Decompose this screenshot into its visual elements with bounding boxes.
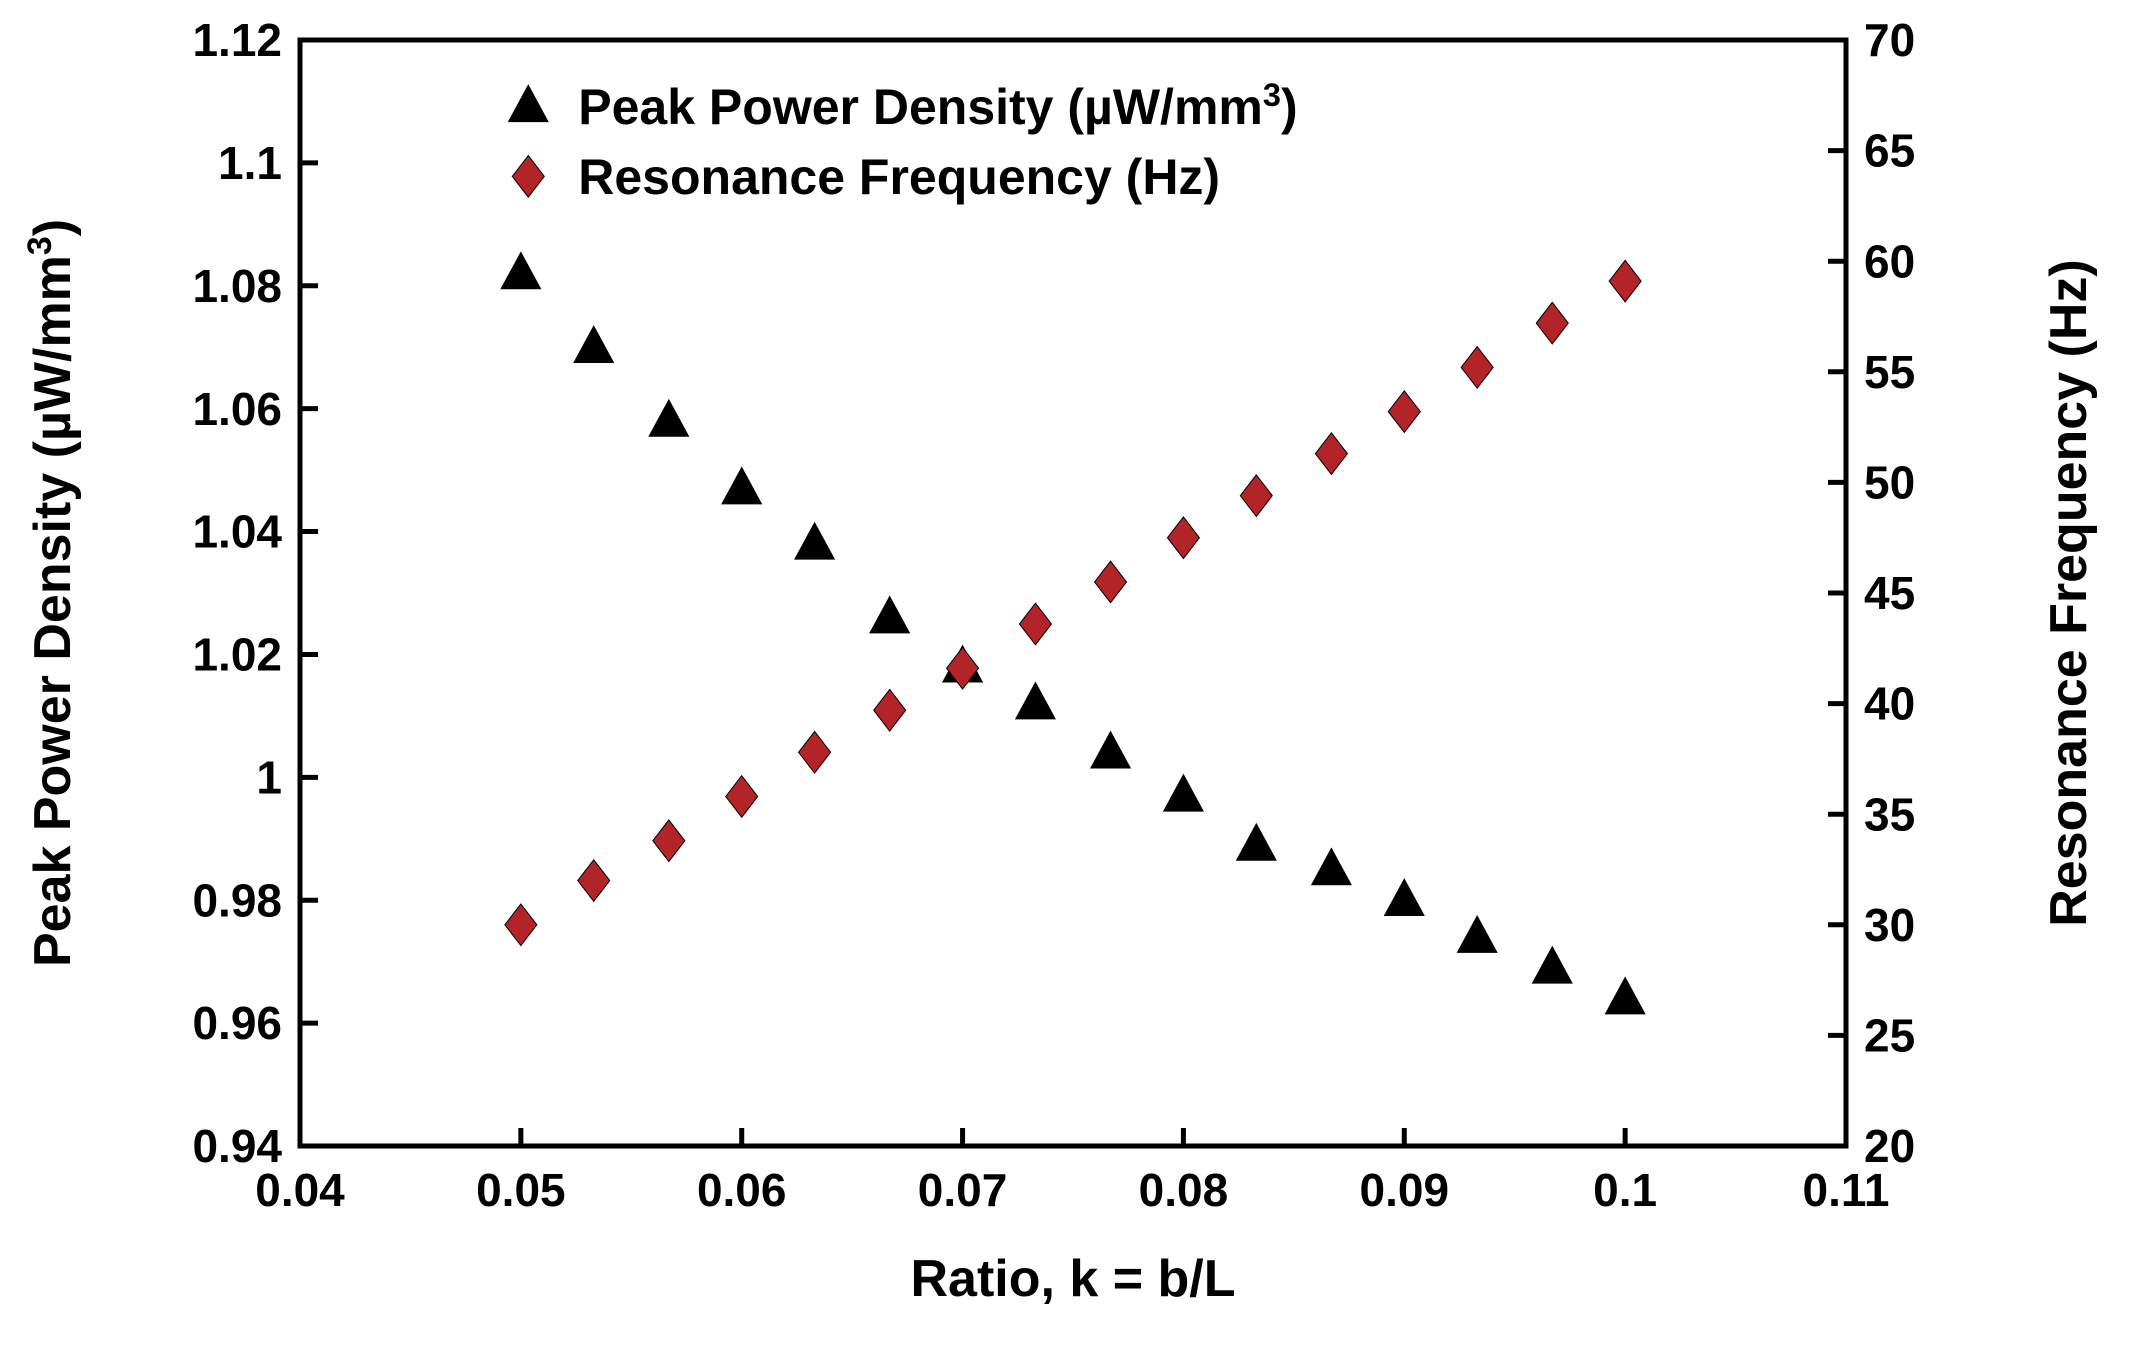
y2-tick-label: 20 xyxy=(1864,1120,1915,1172)
y1-axis-label: Peak Power Density (µW/mm3) xyxy=(21,219,82,967)
y1-tick-label: 1.06 xyxy=(192,383,282,435)
y1-tick-label: 1.1 xyxy=(218,137,282,189)
y2-tick-label: 70 xyxy=(1864,14,1915,66)
y2-tick-label: 65 xyxy=(1864,125,1915,177)
y2-tick-label: 60 xyxy=(1864,235,1915,287)
y1-tick-label: 0.98 xyxy=(192,874,282,926)
y1-tick-label: 1.04 xyxy=(192,506,282,558)
y2-tick-label: 45 xyxy=(1864,567,1915,619)
x-tick-label: 0.08 xyxy=(1139,1164,1229,1216)
legend-label: Peak Power Density (µW/mm3) xyxy=(578,77,1297,135)
x-tick-label: 0.07 xyxy=(918,1164,1008,1216)
x-axis-label: Ratio, k = b/L xyxy=(910,1250,1235,1308)
x-tick-label: 0.05 xyxy=(476,1164,566,1216)
y1-tick-label: 1.12 xyxy=(192,14,282,66)
y2-tick-label: 55 xyxy=(1864,346,1915,398)
y1-tick-label: 0.94 xyxy=(192,1120,282,1172)
legend-label: Resonance Frequency (Hz) xyxy=(578,149,1220,205)
chart-svg: 0.040.050.060.070.080.090.10.11Ratio, k … xyxy=(0,0,2146,1346)
y1-tick-label: 1.02 xyxy=(192,629,282,681)
x-tick-label: 0.06 xyxy=(697,1164,787,1216)
x-tick-label: 0.09 xyxy=(1360,1164,1450,1216)
y1-tick-label: 0.96 xyxy=(192,997,282,1049)
y2-tick-label: 50 xyxy=(1864,457,1915,509)
y2-tick-label: 30 xyxy=(1864,899,1915,951)
dual-axis-scatter-chart: 0.040.050.060.070.080.090.10.11Ratio, k … xyxy=(0,0,2146,1346)
x-tick-label: 0.1 xyxy=(1593,1164,1657,1216)
y1-tick-label: 1.08 xyxy=(192,260,282,312)
y2-tick-label: 35 xyxy=(1864,788,1915,840)
y1-tick-label: 1 xyxy=(256,751,282,803)
y2-axis-label: Resonance Frequency (Hz) xyxy=(2040,259,2098,927)
y2-tick-label: 40 xyxy=(1864,678,1915,730)
y2-tick-label: 25 xyxy=(1864,1010,1915,1062)
